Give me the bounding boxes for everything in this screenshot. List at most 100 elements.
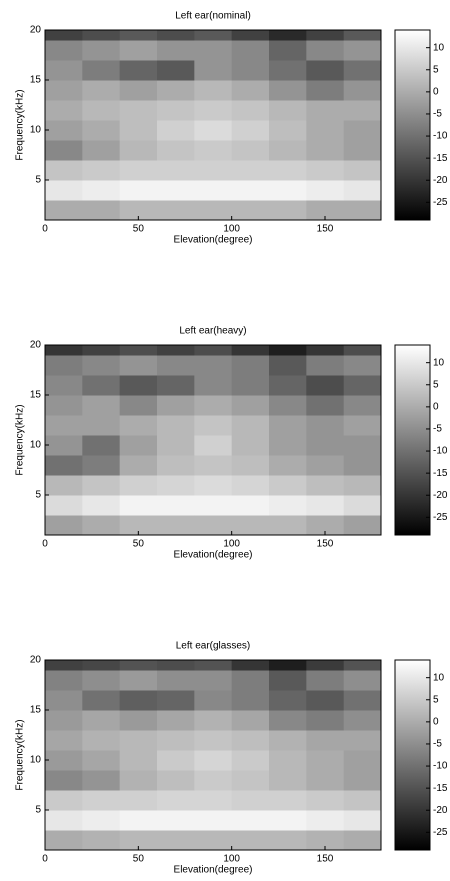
- heatmap-cell: [306, 60, 345, 81]
- x-axis-label: Elevation(degree): [174, 235, 253, 246]
- heatmap-cell: [269, 415, 307, 436]
- heatmap-cell: [306, 160, 345, 181]
- heatmap-cell: [82, 515, 121, 535]
- heatmap-cell: [269, 100, 307, 121]
- heatmap-cell: [269, 455, 307, 476]
- heatmap-cell: [306, 180, 345, 201]
- heatmap-cell: [343, 100, 381, 121]
- heatmap-cell: [306, 455, 345, 476]
- heatmap-cell: [269, 495, 307, 516]
- heatmap-cell: [269, 160, 307, 181]
- colorbar-tick-label: 10: [433, 42, 445, 53]
- heatmap-cell: [119, 375, 158, 396]
- heatmap-cell: [231, 395, 270, 416]
- heatmap-cell: [119, 810, 158, 831]
- heatmap-cell: [45, 710, 83, 731]
- heatmap-cell: [194, 660, 233, 671]
- heatmap-cell: [82, 60, 121, 81]
- heatmap-cell: [269, 60, 307, 81]
- heatmap-cell: [82, 180, 121, 201]
- heatmap-cell: [119, 670, 158, 691]
- heatmap-cell: [306, 515, 345, 535]
- heatmap-cell: [82, 345, 121, 356]
- y-tick-label: 20: [30, 340, 42, 351]
- heatmap-cell: [119, 140, 158, 161]
- heatmap-cell: [343, 120, 381, 141]
- heatmap-cell: [343, 770, 381, 791]
- heatmap-cell: [45, 60, 83, 81]
- heatmap-cell: [119, 60, 158, 81]
- heatmap-cell: [157, 475, 195, 496]
- heatmap-cell: [194, 515, 233, 535]
- heatmap-cell: [82, 100, 121, 121]
- heatmap-cell: [82, 120, 121, 141]
- heatmap-cell: [306, 770, 345, 791]
- heatmap-cell: [231, 355, 270, 376]
- heatmap-cell: [306, 30, 345, 41]
- heatmap-cell: [306, 100, 345, 121]
- colorbar-tick-label: -10: [433, 446, 448, 457]
- colorbar-tick-label: 10: [433, 357, 445, 368]
- x-tick-label: 100: [223, 224, 240, 235]
- heatmap-cell: [45, 30, 83, 41]
- heatmap-cell: [45, 690, 83, 711]
- heatmap-cell: [45, 670, 83, 691]
- heatmap-cell: [306, 830, 345, 850]
- heatmap-cell: [157, 345, 195, 356]
- heatmap-cell: [194, 140, 233, 161]
- heatmap-cell: [157, 180, 195, 201]
- heatmap-cell: [343, 160, 381, 181]
- heatmap-cell: [231, 790, 270, 811]
- heatmap-cell: [82, 355, 121, 376]
- heatmap-cell: [45, 515, 83, 535]
- colorbar-tick-label: -15: [433, 153, 448, 164]
- x-tick-label: 100: [223, 539, 240, 550]
- heatmap-cell: [119, 355, 158, 376]
- heatmap-cell: [194, 690, 233, 711]
- heatmap-cell: [45, 160, 83, 181]
- heatmap-cell: [231, 80, 270, 101]
- heatmap-cell: [231, 495, 270, 516]
- colorbar-tick-label: -5: [433, 109, 442, 120]
- heatmap-cell: [45, 790, 83, 811]
- heatmap-cell: [119, 750, 158, 771]
- heatmap-cell: [45, 395, 83, 416]
- heatmap-cell: [157, 415, 195, 436]
- colorbar-tick-label: 5: [433, 379, 439, 390]
- x-tick-label: 50: [133, 854, 145, 865]
- heatmap-cell: [45, 180, 83, 201]
- heatmap-cell: [269, 80, 307, 101]
- heatmap-cell: [269, 180, 307, 201]
- heatmap-cell: [343, 435, 381, 456]
- y-axis-label: Frequency(kHz): [15, 89, 26, 160]
- colorbar-tick-label: -15: [433, 783, 448, 794]
- heatmap-cell: [45, 345, 83, 356]
- heatmap-cell: [269, 200, 307, 220]
- heatmap-cell: [82, 830, 121, 850]
- heatmap-cell: [82, 790, 121, 811]
- heatmap-cell: [269, 345, 307, 356]
- heatmap: [45, 660, 381, 850]
- heatmap-cell: [269, 475, 307, 496]
- heatmap-cell: [231, 830, 270, 850]
- heatmap-cell: [45, 415, 83, 436]
- heatmap-cell: [306, 475, 345, 496]
- heatmap-cell: [157, 160, 195, 181]
- heatmap-cell: [231, 415, 270, 436]
- heatmap-cell: [82, 375, 121, 396]
- heatmap-cell: [157, 435, 195, 456]
- heatmap-cell: [119, 200, 158, 220]
- heatmap-cell: [119, 80, 158, 101]
- heatmap-cell: [119, 455, 158, 476]
- heatmap-cell: [82, 455, 121, 476]
- chart-title: Left ear(nominal): [175, 11, 251, 22]
- heatmap-cell: [157, 790, 195, 811]
- heatmap-cell: [269, 670, 307, 691]
- heatmap-cell: [306, 375, 345, 396]
- y-tick-label: 5: [35, 805, 41, 816]
- plot-frame: [44, 659, 382, 851]
- x-tick-label: 50: [133, 224, 145, 235]
- heatmap-cell: [306, 415, 345, 436]
- heatmap-cell: [157, 395, 195, 416]
- y-tick-label: 15: [30, 390, 42, 401]
